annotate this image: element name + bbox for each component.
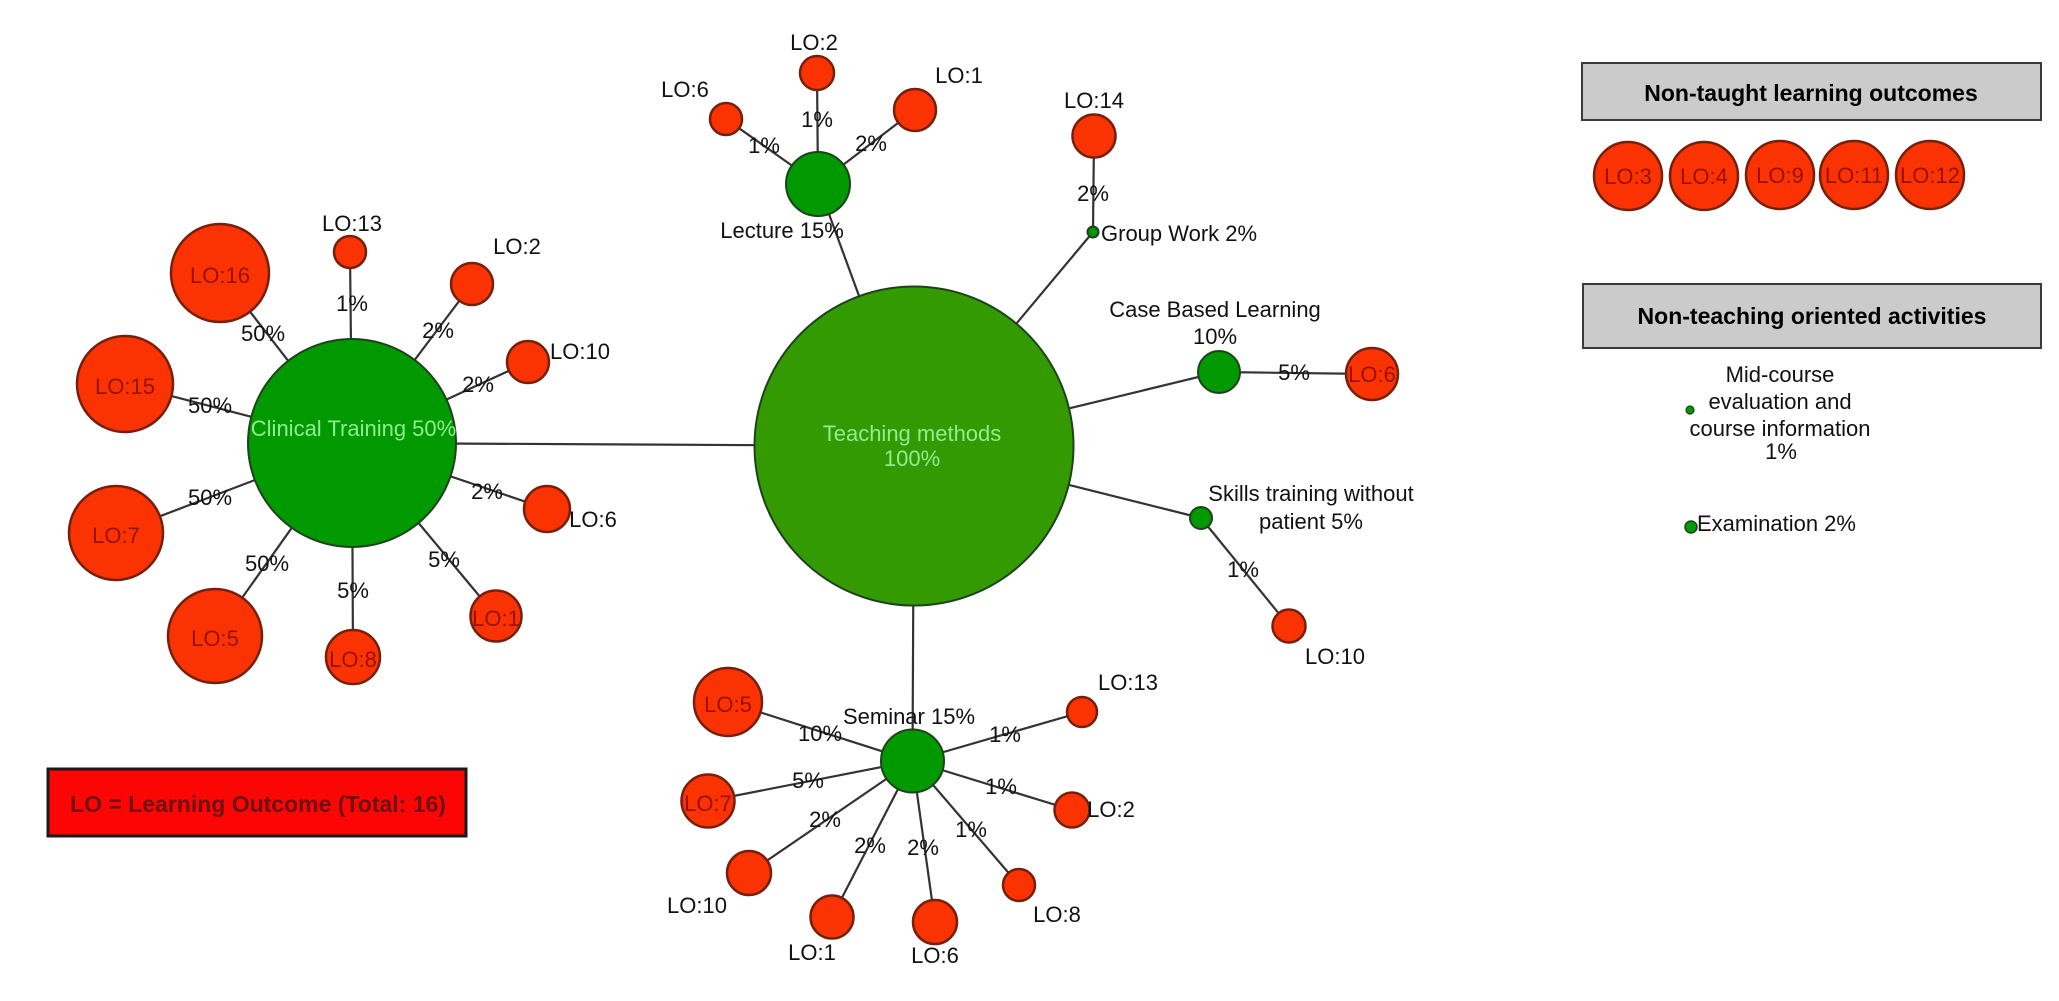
svg-text:Mid-course: Mid-course [1726,362,1835,387]
svg-text:LO:6: LO:6 [569,507,617,532]
svg-text:LO:3: LO:3 [1604,164,1652,189]
svg-text:LO:10: LO:10 [1305,644,1365,669]
svg-text:Non-taught learning outcomes: Non-taught learning outcomes [1644,80,1978,106]
svg-text:100%: 100% [884,446,940,471]
svg-text:LO:2: LO:2 [1087,797,1135,822]
svg-text:5%: 5% [792,768,824,793]
svg-text:10%: 10% [798,721,842,746]
svg-text:2%: 2% [809,807,841,832]
svg-text:LO:8: LO:8 [329,647,377,672]
svg-text:patient 5%: patient 5% [1259,509,1363,534]
svg-text:LO:14: LO:14 [1064,88,1124,113]
svg-text:5%: 5% [428,547,460,572]
svg-text:Teaching methods: Teaching methods [823,421,1002,446]
svg-text:2%: 2% [1077,181,1109,206]
svg-text:LO:1: LO:1 [788,940,836,965]
svg-text:Group Work 2%: Group Work 2% [1101,221,1257,246]
svg-text:LO:10: LO:10 [550,339,610,364]
svg-text:LO:6: LO:6 [661,77,709,102]
svg-text:1%: 1% [1765,439,1797,464]
svg-text:1%: 1% [336,291,368,316]
svg-text:course information: course information [1690,416,1871,441]
svg-text:2%: 2% [462,372,494,397]
svg-text:LO = Learning Outcome (Total:: LO = Learning Outcome (Total: 16) [70,791,446,817]
svg-text:50%: 50% [245,551,289,576]
svg-text:evaluation and: evaluation and [1708,389,1851,414]
svg-text:1%: 1% [748,133,780,158]
svg-text:Examination 2%: Examination 2% [1697,511,1856,536]
svg-text:Clinical Training 50%: Clinical Training 50% [251,416,456,441]
svg-text:LO:6: LO:6 [1348,362,1396,387]
svg-text:LO:7: LO:7 [684,791,732,816]
svg-text:50%: 50% [188,485,232,510]
svg-text:2%: 2% [422,318,454,343]
svg-text:LO:1: LO:1 [472,606,520,631]
svg-text:LO:16: LO:16 [190,263,250,288]
svg-text:LO:13: LO:13 [1098,670,1158,695]
svg-text:2%: 2% [854,833,886,858]
svg-text:Non-teaching oriented activiti: Non-teaching oriented activities [1638,303,1987,329]
svg-text:Seminar 15%: Seminar 15% [843,704,975,729]
svg-text:2%: 2% [471,479,503,504]
svg-text:50%: 50% [241,321,285,346]
svg-text:LO:1: LO:1 [935,63,983,88]
svg-text:LO:4: LO:4 [1680,164,1728,189]
svg-text:LO:2: LO:2 [493,234,541,259]
svg-text:1%: 1% [989,722,1021,747]
svg-text:Case Based Learning: Case Based Learning [1109,297,1321,322]
svg-text:LO:5: LO:5 [191,626,239,651]
svg-text:LO:6: LO:6 [911,943,959,968]
svg-text:10%: 10% [1193,324,1237,349]
svg-text:LO:15: LO:15 [95,374,155,399]
svg-text:1%: 1% [801,107,833,132]
svg-text:LO:2: LO:2 [790,30,838,55]
svg-text:1%: 1% [955,817,987,842]
svg-text:LO:13: LO:13 [322,211,382,236]
svg-text:LO:12: LO:12 [1900,163,1960,188]
svg-text:LO:8: LO:8 [1033,902,1081,927]
svg-text:5%: 5% [1278,360,1310,385]
svg-text:1%: 1% [985,774,1017,799]
svg-text:Skills training without: Skills training without [1208,481,1413,506]
svg-text:LO:7: LO:7 [92,523,140,548]
svg-text:5%: 5% [337,578,369,603]
svg-text:Lecture 15%: Lecture 15% [720,218,844,243]
svg-text:LO:9: LO:9 [1756,163,1804,188]
svg-text:2%: 2% [907,835,939,860]
svg-text:50%: 50% [188,393,232,418]
svg-text:LO:5: LO:5 [704,692,752,717]
svg-text:2%: 2% [855,131,887,156]
svg-text:1%: 1% [1227,557,1259,582]
svg-text:LO:10: LO:10 [667,893,727,918]
svg-text:LO:11: LO:11 [1825,163,1883,188]
